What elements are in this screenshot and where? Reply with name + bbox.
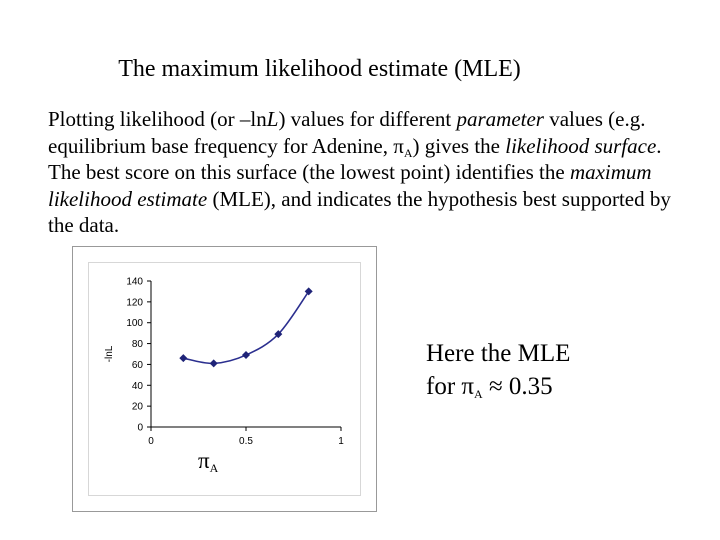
chart-frame: 0 20 40 60 80 100 120 140 0 0.5 1 -lnL	[72, 246, 377, 512]
data-point	[274, 330, 283, 339]
data-point	[304, 287, 313, 296]
mle-note-line2: for πA ≈ 0.35	[426, 373, 553, 401]
x-tick-label: 0.5	[239, 436, 253, 447]
likelihood-chart: 0 20 40 60 80 100 120 140 0 0.5 1 -lnL	[104, 277, 344, 448]
x-axis-symbol: πA	[198, 448, 219, 475]
body-paragraph: Plotting likelihood (or –lnL) values for…	[48, 107, 671, 237]
x-tick-label: 1	[338, 436, 344, 447]
y-tick-label: 40	[132, 381, 144, 392]
y-tick-label: 120	[126, 297, 143, 308]
mle-note: Here the MLE for πA ≈ 0.35	[426, 337, 570, 403]
mle-note-line1: Here the MLE	[426, 340, 571, 367]
y-tick-label: 80	[132, 339, 144, 350]
data-point	[179, 354, 188, 363]
slide-title: The maximum likelihood estimate (MLE)	[118, 56, 521, 82]
y-tick-label: 60	[132, 360, 144, 371]
y-tick-label: 0	[137, 423, 143, 434]
y-tick-label: 100	[126, 318, 143, 329]
data-point	[242, 351, 250, 360]
data-point	[209, 359, 218, 368]
x-tick-label: 0	[148, 436, 154, 447]
y-tick-label: 20	[132, 402, 144, 413]
y-axis-label: -lnL	[104, 345, 115, 362]
y-tick-label: 140	[126, 277, 143, 288]
chart-inner-border	[88, 262, 361, 496]
